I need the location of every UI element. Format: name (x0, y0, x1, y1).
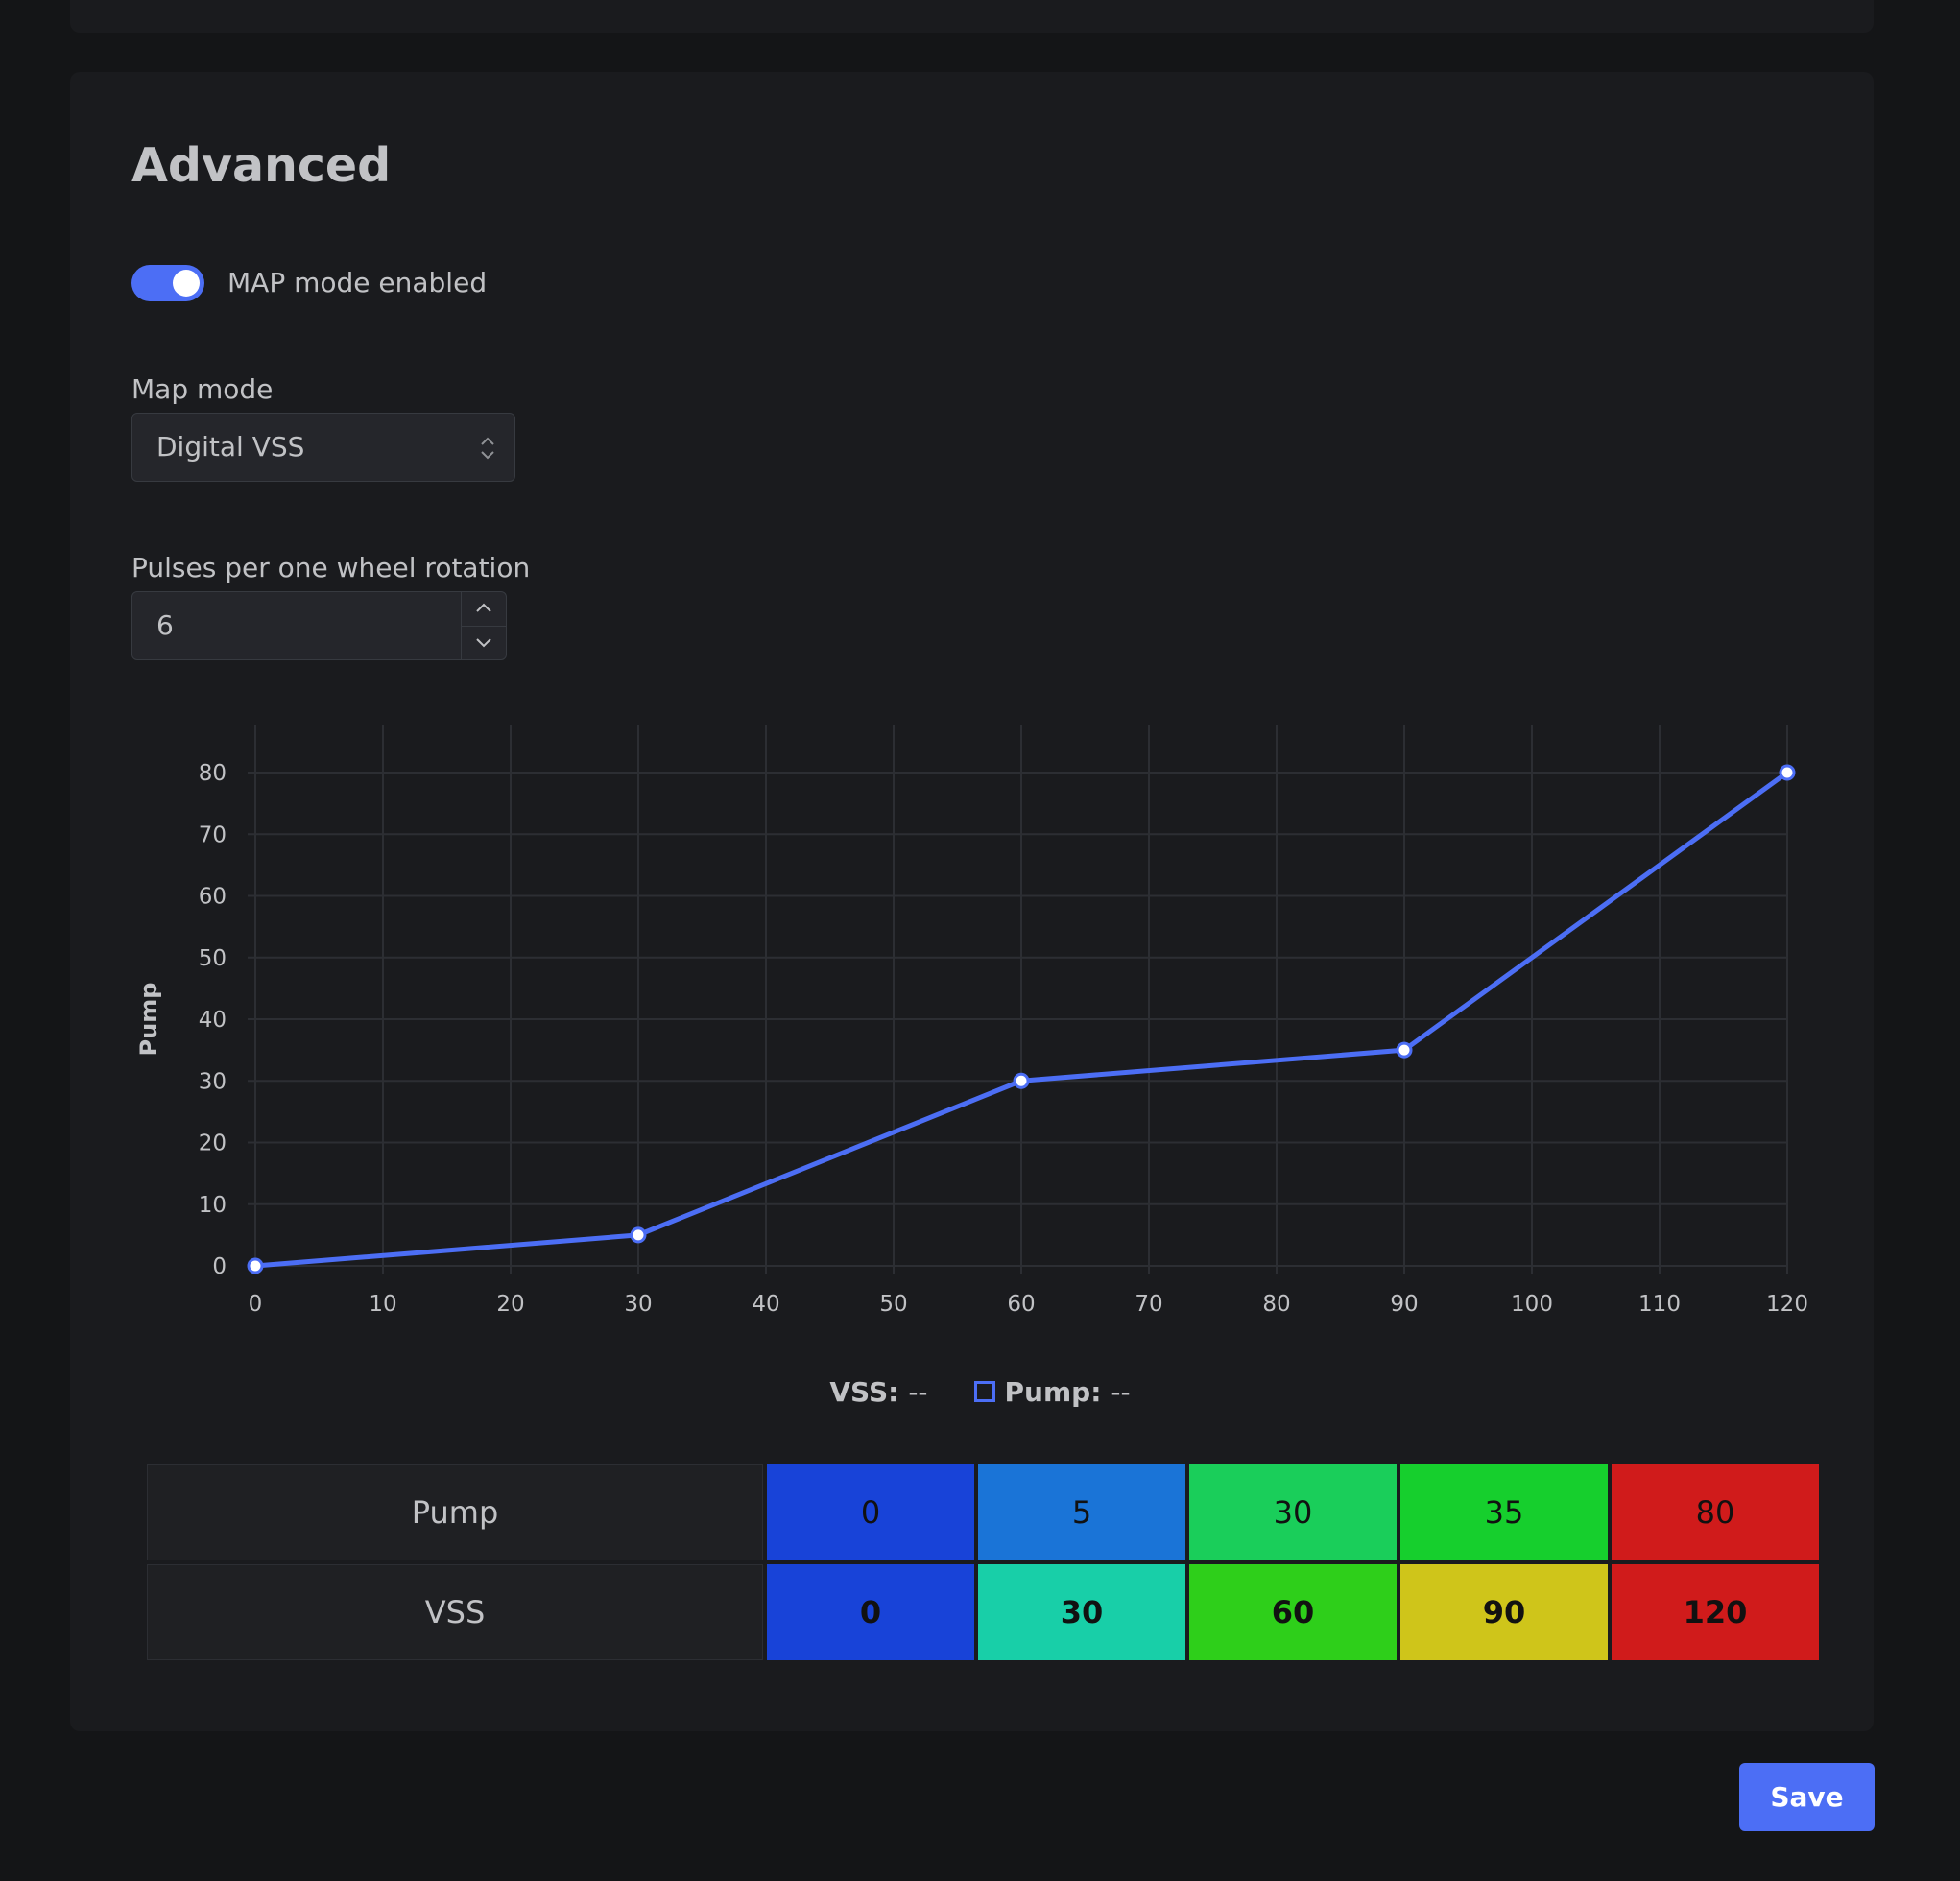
x-tick-label: 90 (1390, 1292, 1418, 1317)
row-label-pump: Pump (147, 1464, 763, 1560)
x-tick-label: 50 (879, 1292, 907, 1317)
y-tick-label: 60 (199, 885, 227, 910)
pump-data-point[interactable] (1779, 764, 1796, 781)
x-tick-label: 110 (1638, 1292, 1681, 1317)
chevron-up-down-icon (481, 437, 494, 460)
y-axis-label: Pump (135, 983, 162, 1057)
chevron-up-icon (476, 603, 491, 612)
map-mode-toggle-label: MAP mode enabled (227, 267, 488, 298)
pulses-value: 6 (156, 609, 174, 641)
pump-vss-chart[interactable]: 0 10 20 30 40 50 60 70 80 90 100 110 120 0 10 20 30 40 50 6… (115, 710, 1824, 1324)
pump-cell[interactable]: 30 (1189, 1464, 1397, 1560)
pump-cell[interactable]: 35 (1400, 1464, 1608, 1560)
map-mode-value: Digital VSS (156, 431, 305, 463)
chevron-down-icon (476, 638, 491, 648)
x-tick-label: 20 (496, 1292, 524, 1317)
pump-cell[interactable]: 5 (978, 1464, 1185, 1560)
toggle-knob (173, 270, 200, 297)
legend-pump-swatch[interactable] (973, 1381, 995, 1402)
x-tick-label: 120 (1766, 1292, 1808, 1317)
pump-data-point[interactable] (247, 1257, 264, 1274)
vss-cell[interactable]: 90 (1400, 1564, 1608, 1660)
decrement-button[interactable] (462, 626, 506, 659)
vss-cell[interactable]: 30 (978, 1564, 1185, 1660)
legend-pump-label: Pump: (1004, 1375, 1102, 1408)
pulses-number-input[interactable]: 6 (131, 591, 507, 660)
x-tick-label: 30 (624, 1292, 652, 1317)
x-tick-label: 80 (1262, 1292, 1290, 1317)
y-tick-label: 20 (199, 1131, 227, 1156)
vss-cell[interactable]: 0 (767, 1564, 974, 1660)
map-mode-label: Map mode (131, 373, 274, 405)
pulses-label: Pulses per one wheel rotation (131, 552, 531, 583)
y-tick-label: 50 (199, 946, 227, 971)
x-tick-label: 70 (1135, 1292, 1162, 1317)
row-label-vss: VSS (147, 1564, 763, 1660)
map-table: Pump 0 5 30 35 80 VSS 0 30 60 90 120 (143, 1461, 1823, 1664)
section-title: Advanced (131, 138, 392, 193)
map-mode-select[interactable]: Digital VSS (131, 413, 515, 482)
pump-data-point[interactable] (630, 1226, 647, 1244)
advanced-section-card (70, 72, 1874, 1731)
y-tick-label: 0 (212, 1254, 227, 1279)
x-tick-label: 40 (752, 1292, 779, 1317)
pump-data-point[interactable] (1013, 1072, 1030, 1089)
vss-cell[interactable]: 120 (1612, 1564, 1819, 1660)
x-tick-label: 0 (249, 1292, 263, 1317)
stepper-controls (461, 592, 506, 659)
y-tick-label: 80 (199, 761, 227, 786)
y-tick-label: 40 (199, 1008, 227, 1033)
y-tick-label: 10 (199, 1193, 227, 1218)
y-tick-label: 30 (199, 1069, 227, 1094)
vss-cell[interactable]: 60 (1189, 1564, 1397, 1660)
increment-button[interactable] (462, 592, 506, 627)
legend-vss-label: VSS: (829, 1375, 899, 1408)
pump-data-point[interactable] (1396, 1041, 1413, 1059)
save-button[interactable]: Save (1739, 1763, 1875, 1831)
map-mode-toggle[interactable] (131, 265, 204, 301)
table-row-pump: Pump 0 5 30 35 80 (147, 1464, 1819, 1560)
pump-cell[interactable]: 0 (767, 1464, 974, 1560)
x-tick-label: 10 (369, 1292, 396, 1317)
chart-legend: VSS: -- Pump: -- (0, 1372, 1960, 1411)
previous-section-card (70, 0, 1874, 33)
legend-vss-value: -- (908, 1375, 928, 1408)
x-tick-label: 100 (1511, 1292, 1553, 1317)
table-row-vss: VSS 0 30 60 90 120 (147, 1564, 1819, 1660)
legend-pump-value: -- (1111, 1375, 1131, 1408)
x-tick-label: 60 (1007, 1292, 1035, 1317)
pump-cell[interactable]: 80 (1612, 1464, 1819, 1560)
y-tick-label: 70 (199, 822, 227, 847)
